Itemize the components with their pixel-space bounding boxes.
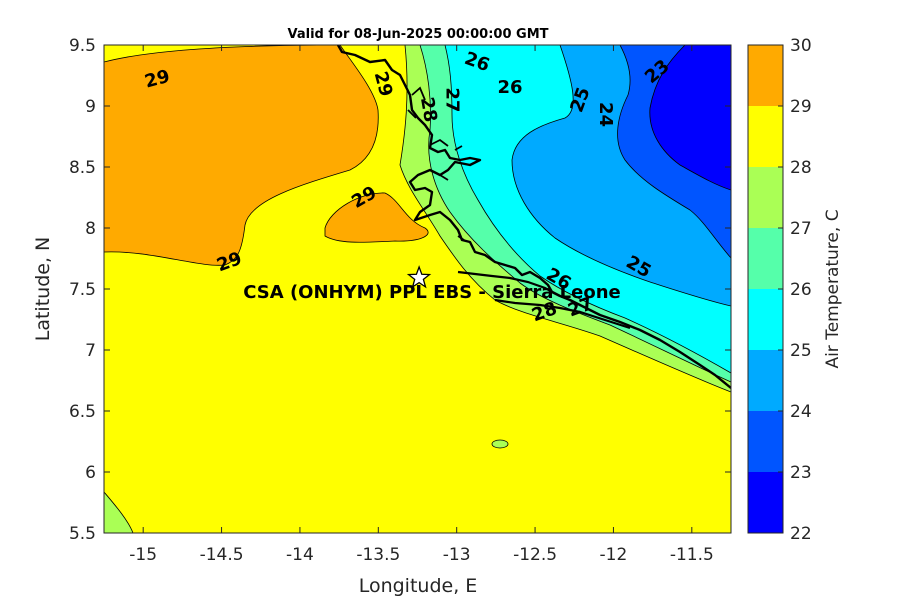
colorbar-tick-label: 29 <box>790 97 812 117</box>
site-marker-group: CSA (ONHYM) PPL EBS - Sierra Leone <box>243 265 621 303</box>
x-tick-label: -12.5 <box>513 545 557 565</box>
colorbar-swatch <box>748 289 783 350</box>
colorbar-swatch <box>748 411 783 472</box>
y-tick-label: 7.5 <box>69 280 96 300</box>
y-tick-label: 9.5 <box>69 36 96 56</box>
colorbar-tick-label: 22 <box>790 524 812 544</box>
x-tick-label: -11.5 <box>670 545 714 565</box>
colorbar-swatch <box>748 167 783 228</box>
colorbar-swatch <box>748 106 783 167</box>
colorbar-swatch <box>748 350 783 411</box>
y-tick-label: 8 <box>85 219 96 239</box>
region-22-23 <box>649 45 731 191</box>
colorbar-tick-label: 23 <box>790 463 812 483</box>
y-tick-label: 5.5 <box>69 524 96 544</box>
region-27-28-sw <box>104 491 134 533</box>
x-tick-label: -14 <box>286 545 314 565</box>
colorbar-tick-label: 25 <box>790 341 812 361</box>
colorbar-tick-label: 24 <box>790 402 812 422</box>
region-29-30-nw <box>104 45 379 266</box>
y-tick-label: 8.5 <box>69 158 96 178</box>
colorbar-tick-label: 26 <box>790 280 812 300</box>
y-tick-label: 6 <box>85 463 96 483</box>
star-icon <box>406 265 432 289</box>
contour-label: 24 <box>595 102 616 127</box>
colorbar-label: Air Temperature, C <box>823 209 843 368</box>
map-panel <box>104 45 731 533</box>
coastline-sherbro <box>457 270 631 330</box>
region-29-30-blob <box>324 192 429 243</box>
x-tick-label: -15 <box>129 545 157 565</box>
y-axis-ticks: 5.5 6 6.5 7 7.5 8 8.5 9 9.5 <box>69 36 731 544</box>
region-27-28-islet <box>491 439 509 449</box>
colorbar-swatch <box>748 45 783 106</box>
figure-title: Valid for 08-Jun-2025 00:00:00 GMT <box>288 27 549 42</box>
coastline-estuary <box>407 86 465 241</box>
y-tick-label: 7 <box>85 341 96 361</box>
x-axis-ticks: -15 -14.5 -14 -13.5 -13 -12.5 -12 -11.5 <box>129 45 714 565</box>
x-tick-label: -13.5 <box>356 545 400 565</box>
colorbar-tick-label: 27 <box>790 219 812 239</box>
x-tick-label: -14.5 <box>200 545 244 565</box>
y-tick-label: 6.5 <box>69 402 96 422</box>
contour-label: 26 <box>497 77 522 98</box>
site-label: CSA (ONHYM) PPL EBS - Sierra Leone <box>243 282 620 303</box>
coastline <box>336 45 731 389</box>
x-tick-label: -12 <box>600 545 628 565</box>
colorbar: 22 23 24 25 26 27 28 29 30 <box>747 36 812 544</box>
y-tick-label: 9 <box>85 97 96 117</box>
colorbar-swatch <box>748 228 783 289</box>
contour-label: 28 <box>416 95 441 123</box>
x-axis-label: Longitude, E <box>359 575 478 597</box>
y-axis-label: Latitude, N <box>32 237 54 342</box>
x-tick-label: -13 <box>443 545 471 565</box>
colorbar-swatch <box>748 472 783 533</box>
contour-label: 27 <box>441 87 462 112</box>
colorbar-tick-label: 30 <box>790 36 812 56</box>
colorbar-tick-label: 28 <box>790 158 812 178</box>
